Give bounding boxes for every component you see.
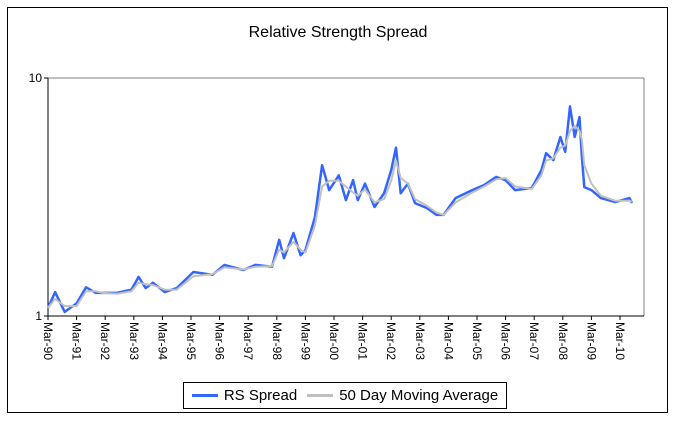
x-tick-label: Mar-06 [499,322,513,360]
x-tick-label: Mar-09 [584,322,598,360]
x-tick-label: Mar-98 [270,322,284,360]
chart-title: Relative Strength Spread [248,24,428,41]
y-tick-label: 10 [29,71,43,85]
series-line-moving-average [47,124,633,309]
x-tick-label: Mar-96 [213,322,227,360]
legend-label-rs: RS Spread [223,387,298,404]
x-tick-label: Mar-99 [298,322,312,360]
x-tick-label: Mar-08 [556,322,570,360]
x-tick-label: Mar-95 [184,322,198,360]
legend: RS Spread 50 Day Moving Average [183,382,507,409]
x-tick-label: Mar-94 [155,322,169,360]
legend-swatch-ma [307,394,334,397]
legend-item-ma: 50 Day Moving Average [307,387,498,404]
series-line-rs-spread [46,105,634,314]
x-tick-label: Mar-92 [98,322,112,360]
x-tick-label: Mar-05 [470,322,484,360]
x-tick-label: Mar-10 [613,322,627,360]
x-tick-label: Mar-93 [127,322,141,360]
x-tick-label: Mar-07 [527,322,541,360]
legend-label-ma: 50 Day Moving Average [339,387,499,404]
x-tick-label: Mar-02 [384,322,398,360]
x-tick-label: Mar-01 [356,322,370,360]
x-tick-label: Mar-97 [241,322,255,360]
x-tick-label: Mar-03 [413,322,427,360]
x-tick-label: Mar-90 [41,322,55,360]
x-tick-label: Mar-04 [441,322,455,360]
x-tick-label: Mar-00 [327,322,341,360]
x-tick-label: Mar-91 [70,322,84,360]
y-tick-label: 1 [35,309,42,323]
chart-frame [7,7,668,413]
legend-swatch-rs [191,394,218,397]
legend-item-rs: RS Spread [191,387,298,404]
